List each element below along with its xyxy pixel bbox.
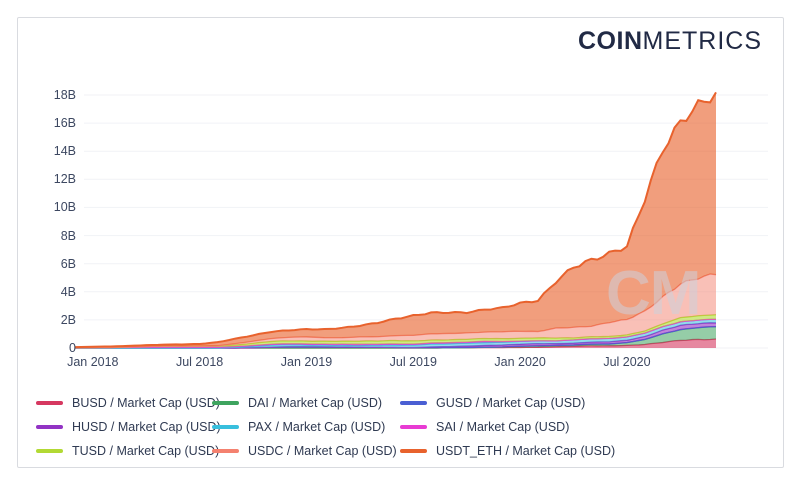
x-axis-label: Jul 2020 [603, 355, 651, 369]
legend-label: TUSD / Market Cap (USD) [72, 444, 220, 458]
x-axis-label: Jul 2019 [389, 355, 437, 369]
y-axis-label: 0 [69, 341, 76, 355]
legend-item-SAI[interactable]: SAI / Market Cap (USD) [400, 420, 615, 434]
legend-item-TUSD[interactable]: TUSD / Market Cap (USD) [36, 444, 219, 458]
y-axis-label: 10B [53, 200, 76, 215]
line-series-USDT_ETH [74, 91, 717, 349]
legend-label: SAI / Market Cap (USD) [436, 420, 570, 434]
legend-swatch-PAX [212, 425, 239, 429]
legend-label: USDC / Market Cap (USD) [248, 444, 397, 458]
x-axis-label: Jan 2020 [494, 355, 546, 369]
legend-item-PAX[interactable]: PAX / Market Cap (USD) [212, 420, 400, 434]
y-axis-label: 12B [53, 172, 76, 187]
legend-label: HUSD / Market Cap (USD) [72, 420, 221, 434]
y-axis-label: 2B [60, 312, 76, 327]
logo-word-coin: COIN [578, 27, 643, 55]
legend-item-HUSD[interactable]: HUSD / Market Cap (USD) [36, 420, 221, 434]
legend-item-DAI[interactable]: DAI / Market Cap (USD) [212, 396, 400, 410]
y-axis-label: 16B [53, 116, 76, 131]
legend-item-BUSD[interactable]: BUSD / Market Cap (USD) [36, 396, 220, 410]
legend-label: PAX / Market Cap (USD) [248, 420, 386, 434]
y-axis-label: 14B [53, 144, 76, 159]
legend-item-USDT_ETH[interactable]: USDT_ETH / Market Cap (USD) [400, 444, 615, 458]
legend-item-GUSD[interactable]: GUSD / Market Cap (USD) [400, 396, 615, 410]
y-axis-label: 8B [60, 228, 76, 243]
legend-label: BUSD / Market Cap (USD) [72, 396, 220, 410]
y-axis-label: 6B [60, 256, 76, 271]
legend-label: GUSD / Market Cap (USD) [436, 396, 586, 410]
coinmetrics-logo: COINMETRICS [578, 27, 762, 56]
x-axis-label: Jan 2018 [67, 355, 119, 369]
legend-item-USDC[interactable]: USDC / Market Cap (USD) [212, 444, 400, 458]
area-series-USDC[interactable] [75, 273, 716, 348]
legend-swatch-SAI [400, 425, 427, 429]
chart-legend: BUSD / Market Cap (USD) HUSD / Market Cap… [36, 391, 615, 463]
x-axis-label: Jan 2019 [280, 355, 333, 369]
x-axis-label: Jul 2018 [175, 355, 224, 369]
area-series-USDT_ETH[interactable] [75, 92, 716, 348]
area-series-BUSD[interactable] [75, 338, 716, 348]
area-series-TUSD[interactable] [75, 314, 716, 348]
logo-word-metrics: METRICS [642, 27, 762, 55]
y-axis-label: 18B [53, 88, 76, 102]
legend-swatch-TUSD [36, 449, 63, 453]
legend-swatch-USDT_ETH [400, 449, 427, 453]
legend-label: DAI / Market Cap (USD) [248, 396, 383, 410]
legend-swatch-HUSD [36, 425, 63, 429]
legend-swatch-USDC [212, 449, 239, 453]
legend-swatch-DAI [212, 401, 239, 405]
legend-swatch-BUSD [36, 401, 63, 405]
legend-label: USDT_ETH / Market Cap (USD) [436, 444, 616, 458]
y-axis-label: 4B [60, 284, 76, 299]
legend-swatch-GUSD [400, 401, 427, 405]
